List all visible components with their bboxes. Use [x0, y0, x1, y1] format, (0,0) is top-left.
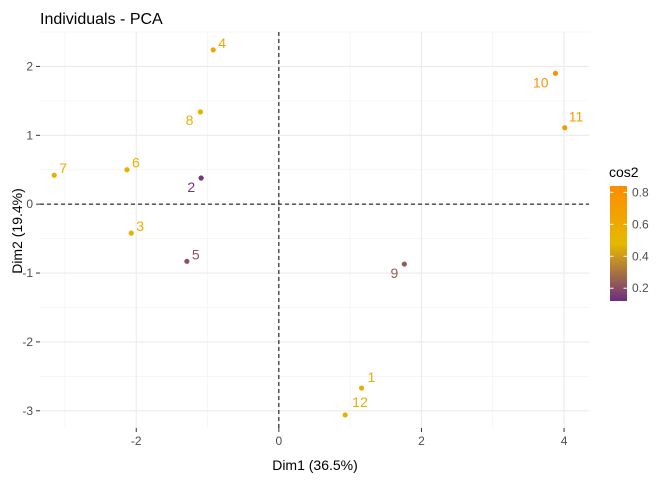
point-label-9: 9: [391, 265, 399, 281]
point-3: [128, 230, 134, 236]
y-axis-label: Dim2 (19.4%): [9, 188, 25, 274]
legend-tick-label-0: 0.2: [632, 281, 649, 295]
y-tick-label-0: -3: [22, 404, 33, 418]
point-label-1: 1: [368, 369, 376, 385]
point-4: [210, 47, 216, 53]
x-tick-label-0: -2: [131, 434, 142, 448]
point-label-10: 10: [533, 74, 549, 90]
x-tick-label-2: 2: [418, 434, 425, 448]
point-10: [552, 70, 559, 76]
y-tick-label-3: 0: [26, 197, 33, 211]
point-7: [51, 172, 57, 178]
legend-tick-label-1: 0.4: [632, 249, 649, 263]
point-label-7: 7: [59, 160, 67, 176]
legend-tick-label-2: 0.6: [632, 217, 649, 231]
point-1: [358, 385, 365, 391]
x-tick-label-3: 4: [561, 434, 568, 448]
point-label-11: 11: [569, 109, 584, 125]
x-tick-label-1: 0: [276, 434, 283, 448]
point-label-12: 12: [352, 394, 368, 410]
legend-colorbar: [610, 186, 627, 301]
y-tick-label-1: -2: [22, 335, 33, 349]
point-2: [198, 175, 204, 181]
y-tick-label-5: 2: [26, 59, 33, 73]
legend: cos2 0.2 0.4 0.6 0.8: [609, 164, 649, 301]
point-label-6: 6: [132, 155, 140, 171]
point-5: [184, 258, 190, 264]
legend-tick-label-3: 0.8: [632, 185, 649, 199]
point-label-2: 2: [187, 179, 195, 195]
point-9: [401, 261, 407, 267]
point-6: [124, 167, 130, 173]
y-tick-label-4: 1: [26, 128, 33, 142]
point-12: [342, 412, 348, 418]
data-points: [51, 47, 568, 418]
point-label-3: 3: [136, 218, 144, 234]
point-label-8: 8: [186, 112, 194, 128]
grid: [40, 31, 589, 428]
point-8: [197, 109, 204, 115]
legend-title: cos2: [609, 164, 639, 180]
point-label-4: 4: [218, 35, 226, 51]
reference-lines: [40, 32, 589, 428]
point-11: [562, 125, 568, 131]
y-tick-label-2: -1: [22, 266, 33, 280]
x-axis-label: Dim1 (36.5%): [272, 457, 358, 473]
chart-title: Individuals - PCA: [40, 11, 163, 28]
point-label-5: 5: [192, 246, 200, 262]
